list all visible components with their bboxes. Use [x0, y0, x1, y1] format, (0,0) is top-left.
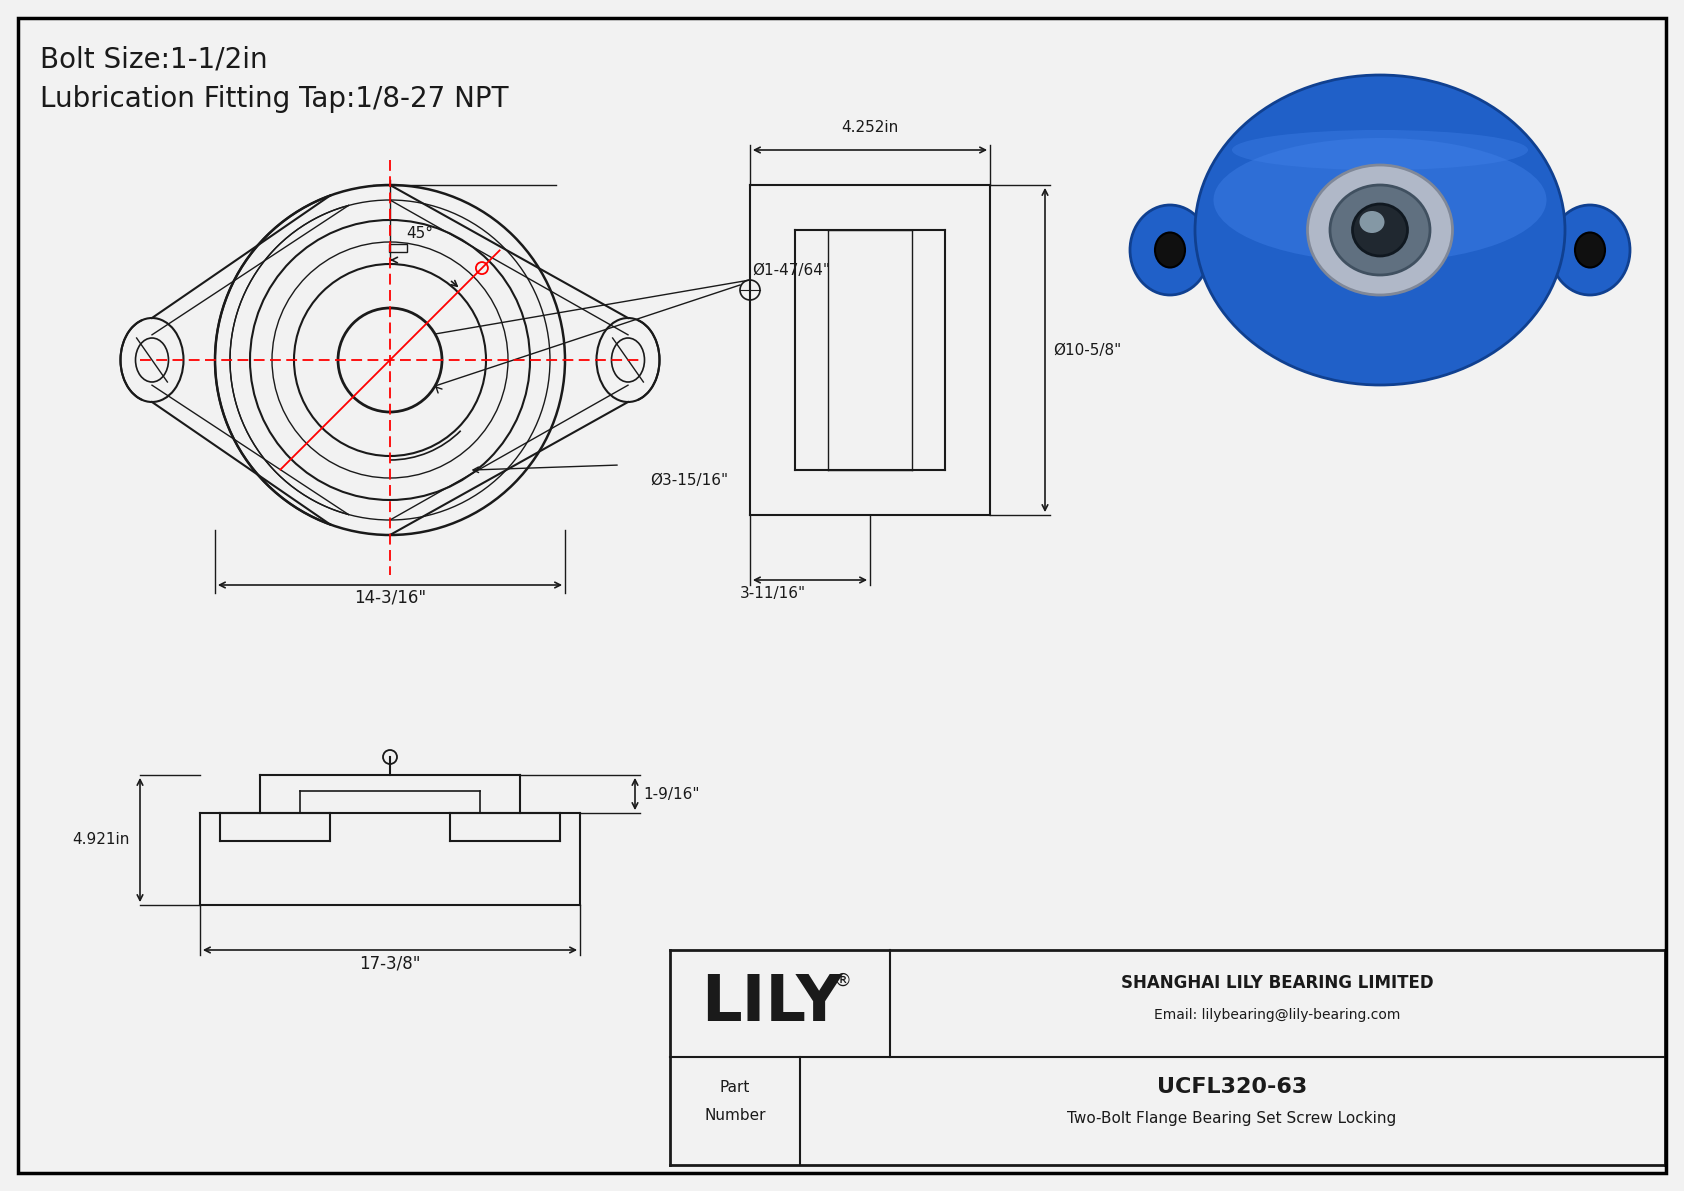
Ellipse shape [1359, 211, 1384, 233]
Ellipse shape [1330, 185, 1430, 275]
Bar [389, 244, 408, 252]
Text: SHANGHAI LILY BEARING LIMITED: SHANGHAI LILY BEARING LIMITED [1120, 974, 1433, 992]
Ellipse shape [1196, 75, 1564, 385]
Text: Email: lilybearing@lily-bearing.com: Email: lilybearing@lily-bearing.com [1154, 1008, 1399, 1022]
Ellipse shape [1155, 232, 1186, 268]
Text: Number: Number [704, 1108, 766, 1122]
Ellipse shape [1130, 205, 1211, 295]
Text: Bolt Size:1-1/2in: Bolt Size:1-1/2in [40, 45, 268, 73]
Text: 45°: 45° [406, 226, 433, 241]
Text: Part: Part [719, 1079, 749, 1095]
Text: Ø3-15/16": Ø3-15/16" [650, 473, 727, 487]
Text: ®: ® [834, 972, 850, 990]
Text: 14-3/16": 14-3/16" [354, 590, 426, 607]
Text: Lubrication Fitting Tap:1/8-27 NPT: Lubrication Fitting Tap:1/8-27 NPT [40, 85, 509, 113]
Text: UCFL320-63: UCFL320-63 [1157, 1077, 1307, 1097]
Ellipse shape [121, 318, 184, 403]
Ellipse shape [1549, 205, 1630, 295]
Ellipse shape [1575, 232, 1605, 268]
Text: 17-3/8": 17-3/8" [359, 954, 421, 972]
Text: Two-Bolt Flange Bearing Set Screw Locking: Two-Bolt Flange Bearing Set Screw Lockin… [1068, 1111, 1396, 1127]
Text: Ø1-47/64": Ø1-47/64" [753, 262, 830, 278]
Ellipse shape [1233, 130, 1527, 170]
Text: LILY: LILY [701, 972, 842, 1034]
Ellipse shape [1307, 166, 1453, 295]
Text: 1-9/16": 1-9/16" [643, 786, 699, 802]
Text: 4.252in: 4.252in [842, 120, 899, 135]
Ellipse shape [596, 318, 660, 403]
Text: 3-11/16": 3-11/16" [739, 586, 807, 601]
Ellipse shape [1352, 204, 1408, 256]
Ellipse shape [1214, 138, 1546, 262]
Text: 4.921in: 4.921in [72, 833, 130, 848]
Text: Ø10-5/8": Ø10-5/8" [1052, 343, 1122, 357]
